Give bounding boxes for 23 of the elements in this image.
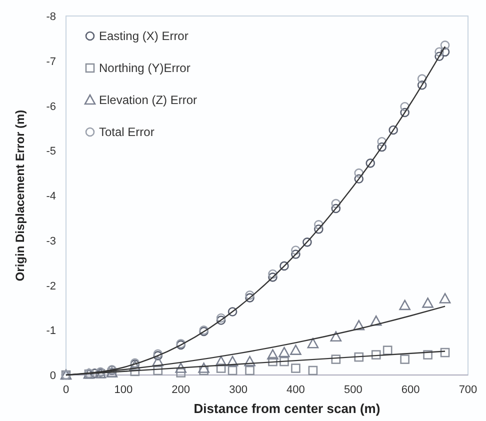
legend-label: Northing (Y)Error	[99, 61, 190, 75]
x-tick-label: 100	[114, 384, 133, 396]
y-tick-label: -2	[46, 280, 56, 292]
y-tick-label: -3	[46, 235, 56, 248]
y-tick-label: -6	[46, 100, 56, 113]
y-tick-label: -4	[46, 190, 56, 202]
x-tick-label: 500	[344, 384, 362, 396]
x-axis-title: Distance from center scan (m)	[194, 401, 380, 416]
x-tick-label: 700	[458, 384, 478, 396]
legend-label: Elevation (Z) Error	[99, 93, 198, 107]
y-tick-label: -5	[46, 146, 56, 158]
legend-label: Easting (X) Error	[99, 29, 188, 43]
x-tick-label: 600	[401, 384, 420, 396]
legend-label: Total Error	[99, 125, 154, 139]
y-tick-label: -7	[46, 56, 56, 68]
y-tick-label: -8	[46, 11, 56, 23]
y-tick-label: 0	[50, 370, 56, 382]
x-tick-label: 0	[62, 384, 70, 396]
y-axis-title: Origin Displacement Error (m)	[13, 110, 27, 282]
y-tick-label: -1	[46, 325, 56, 338]
x-tick-label: 200	[172, 384, 190, 396]
x-tick-label: 300	[229, 384, 248, 396]
x-tick-label: 400	[286, 384, 305, 396]
